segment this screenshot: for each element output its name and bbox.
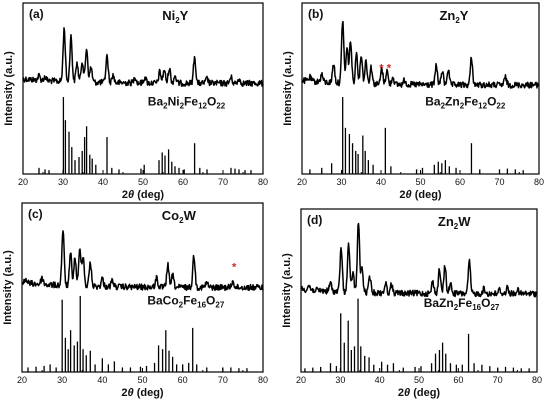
x-tick-label: 40 [375,375,385,385]
xrd-panel-a: 20 30 40 50 60 70 80 2θ (deg) Intensity (a.u.) (a… [3,2,268,201]
y-axis-label: Intensity (a.u.) [2,250,14,325]
panel-label: (d) [307,213,322,227]
reference-sticks [27,295,248,372]
xrd-pattern-line [22,27,264,87]
x-tick-label: 40 [98,177,108,187]
x-tick-label: 50 [138,177,148,187]
x-tick-label: 30 [58,177,68,187]
x-axis: 20 30 40 50 60 70 80 [18,170,268,187]
reference-phase-formula: BaZn2Fe16O27 [424,296,500,312]
x-tick-label: 20 [17,375,27,385]
impurity-marker: * [387,62,392,74]
x-tick-label: 60 [178,177,188,187]
x-tick-label: 70 [218,375,228,385]
xrd-pattern-line [21,230,264,292]
reference-sticks [309,97,524,174]
x-tick-label: 20 [18,177,28,187]
x-tick-label: 30 [336,177,346,187]
y-axis-label: Intensity (a.u.) [3,51,15,126]
reference-sticks [38,97,252,174]
x-axis-label: 2θ (deg) [121,387,164,399]
x-tick-label: 80 [532,375,542,385]
x-tick-label: 80 [258,177,268,187]
x-tick-label: 30 [57,375,67,385]
impurity-marker: * [379,62,384,74]
x-axis: 20 30 40 50 60 70 80 [297,170,544,187]
panel-label: (b) [308,7,323,21]
plot-frame [301,2,540,175]
x-tick-label: 20 [296,375,306,385]
xrd-pattern-line [301,20,540,89]
x-axis: 20 30 40 50 60 70 80 [296,368,542,385]
impurity-marker: * [232,262,237,274]
y-axis-label: Intensity (a.u.) [282,51,294,126]
sample-name: Co2W [162,208,197,225]
xrd-pattern-line [300,222,538,298]
sample-name: Zn2W [438,214,471,231]
x-tick-label: 20 [297,177,307,187]
xrd-panel-d: 20 30 40 50 60 70 80 2θ (deg) Intensity (a.u.) (d… [281,208,542,399]
xrd-panel-b: 20 30 40 50 60 70 80 2θ (deg) Intensity (a.u.) (b… [282,2,544,201]
x-tick-label: 40 [97,375,107,385]
x-axis-label: 2θ (deg) [399,189,442,201]
plot-frame [22,2,264,175]
reference-phase-formula: Ba2Zn2Fe12O22 [425,95,506,111]
x-tick-label: 50 [137,375,147,385]
y-axis-label: Intensity (a.u.) [281,253,293,328]
x-axis-label: 2θ (deg) [398,387,441,399]
x-tick-label: 50 [414,375,424,385]
xrd-panel-c: 20 30 40 50 60 70 80 2θ (deg) Intensity (a.u.) (c… [2,202,268,399]
reference-sticks [304,298,530,372]
x-axis-label: 2θ (deg) [122,189,165,201]
x-tick-label: 60 [178,375,188,385]
x-tick-label: 70 [494,177,504,187]
x-tick-label: 50 [415,177,425,187]
panel-label: (a) [29,7,44,21]
reference-phase-formula: Ba2Ni2Fe12O22 [148,95,226,111]
x-tick-label: 70 [493,375,503,385]
sample-name: Zn2Y [439,8,468,25]
x-tick-label: 60 [453,375,463,385]
x-tick-label: 70 [218,177,228,187]
x-tick-label: 80 [258,375,268,385]
x-axis: 20 30 40 50 60 70 80 [17,368,268,385]
x-tick-label: 40 [376,177,386,187]
x-tick-label: 60 [455,177,465,187]
x-tick-label: 80 [534,177,544,187]
reference-phase-formula: BaCo2Fe16O27 [147,293,225,309]
sample-name: Ni2Y [162,8,188,25]
panel-label: (c) [28,207,43,221]
x-tick-label: 30 [335,375,345,385]
